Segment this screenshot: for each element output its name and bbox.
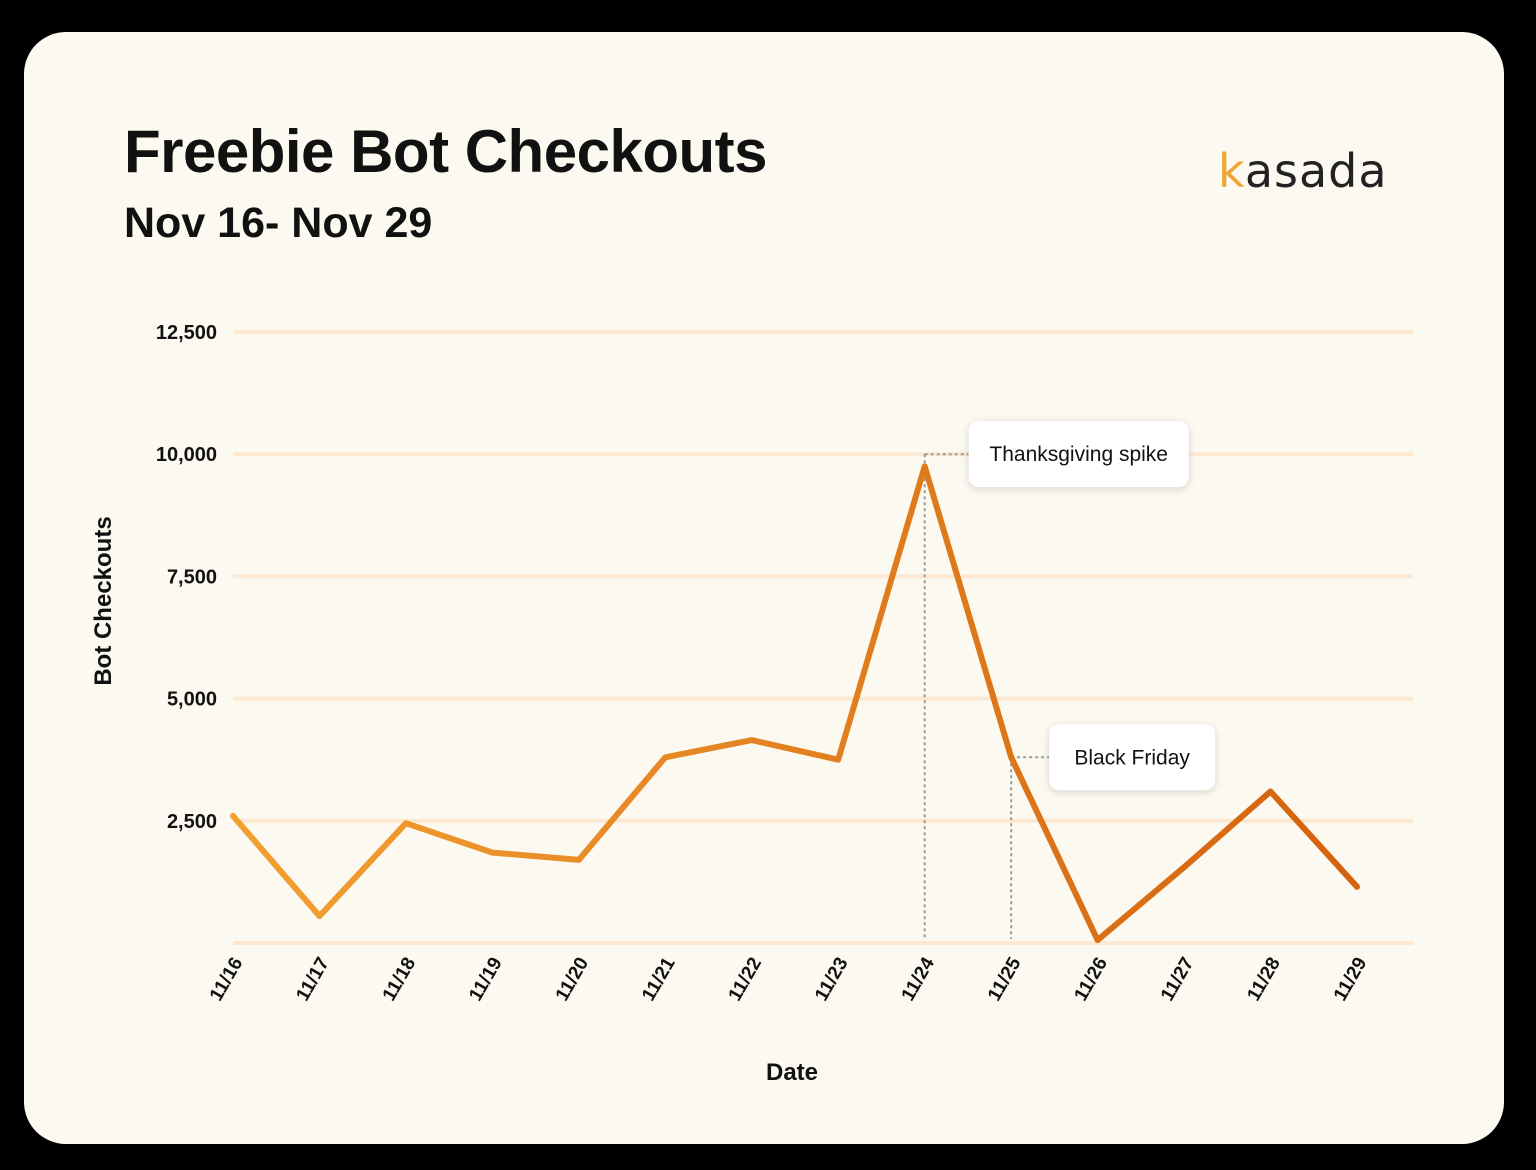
y-axis-title: Bot Checkouts [90,516,117,685]
x-axis-ticks: 11/16 11/17 11/18 11/19 11/20 11/21 11/22 11/23… [206,954,1371,1005]
x-axis-title: Date [766,1059,818,1086]
x-tick-label: 11/25 [984,954,1026,1005]
y-axis-ticks: 2,500 5,000 7,500 10,000 12,500 [156,322,217,833]
x-tick-label: 11/26 [1071,954,1112,1005]
y-tick-label: 12,500 [156,322,217,344]
chart-subtitle: Nov 16- Nov 29 [124,199,433,247]
x-tick-label: 11/21 [638,954,680,1005]
x-tick-label: 11/27 [1157,954,1198,1005]
chart-title: Freebie Bot Checkouts [124,118,767,185]
annotation-label: Thanksgiving spike [989,443,1168,466]
x-tick-label: 11/16 [206,954,247,1005]
chart-card [24,32,1504,1144]
x-tick-label: 11/28 [1243,954,1284,1005]
annotation-leaders [923,453,1050,939]
kasada-logo: kasada [1218,148,1388,194]
gridlines [233,330,1413,945]
annotation-box [1049,724,1216,791]
annotation-box [968,421,1189,488]
x-tick-label: 11/23 [811,954,852,1005]
y-tick-label: 10,000 [156,444,217,466]
x-tick-label: 11/19 [465,954,506,1005]
logo-accent-letter: k [1218,144,1245,198]
y-tick-label: 2,500 [167,811,217,833]
x-tick-label: 11/18 [379,954,420,1005]
y-tick-label: 7,500 [167,566,217,588]
series-line [230,463,1360,944]
x-tick-label: 11/20 [552,954,593,1005]
y-tick-label: 5,000 [167,689,217,711]
x-tick-label: 11/17 [292,954,333,1005]
logo-text: asada [1244,144,1388,198]
annotation-callout: Black Friday [1049,724,1216,791]
x-tick-label: 11/22 [725,954,766,1005]
annotation-label: Black Friday [1074,746,1190,769]
annotation-callout: Thanksgiving spike [968,421,1189,488]
annotations: Thanksgiving spike Black Friday [968,421,1216,791]
x-tick-label: 11/24 [898,954,940,1005]
x-tick-label: 11/29 [1330,954,1371,1005]
